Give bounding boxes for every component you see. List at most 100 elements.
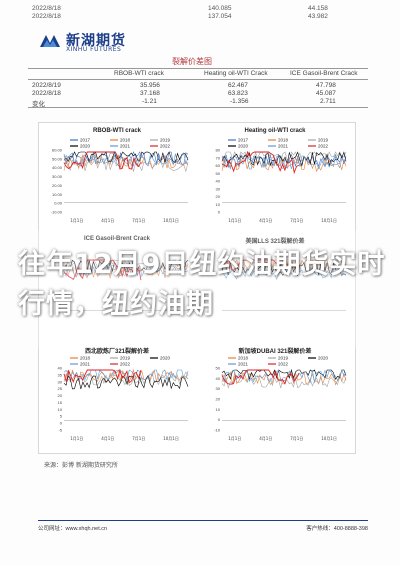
x-tick-label: 1月1日 bbox=[70, 218, 83, 223]
table-cell: 37.168 bbox=[140, 90, 160, 97]
legend-label: 2020 bbox=[238, 144, 249, 149]
legend-label: 2020 bbox=[80, 144, 91, 149]
series-line-2019 bbox=[63, 157, 189, 173]
chart-title: RBOB-WTI crack bbox=[92, 128, 141, 134]
series-line-2020 bbox=[221, 261, 347, 277]
table-header: RBOB-WTI crack Heating oil-WTI Crack ICE… bbox=[28, 70, 368, 79]
y-tick-label: 20 bbox=[216, 397, 221, 402]
legend-label: 2018 bbox=[238, 356, 249, 361]
y-tick-label: 0 bbox=[218, 210, 221, 215]
series-line-2018 bbox=[63, 264, 189, 279]
chart-canvas bbox=[63, 258, 189, 311]
y-tick-label: 0.00 bbox=[54, 201, 63, 206]
series-line-2018 bbox=[221, 259, 347, 271]
legend-label: 2020 bbox=[160, 356, 171, 361]
legend-label: 2022 bbox=[120, 362, 131, 367]
chart-title: 美国LLS 321裂解价差 bbox=[245, 239, 305, 245]
footer-website: 公司网址：www.xhqh.net.cn bbox=[38, 526, 108, 532]
x-tick-label: 10月1日 bbox=[321, 218, 337, 223]
x-tick-label: 7月1日 bbox=[132, 218, 145, 223]
y-tick-label: 5 bbox=[60, 414, 63, 419]
x-tick-label: 10月1日 bbox=[321, 436, 337, 441]
series-line-2020 bbox=[63, 375, 189, 390]
series-line-2019 bbox=[221, 151, 347, 163]
y-tick-label: -10.00 bbox=[51, 210, 63, 215]
table-cell: 137.054 bbox=[208, 13, 232, 20]
legend-label: 2021 bbox=[80, 362, 91, 367]
x-tick-label: 7月1日 bbox=[290, 218, 303, 223]
legend-label: 2019 bbox=[120, 356, 131, 361]
y-tick-label: 50 bbox=[216, 366, 221, 371]
y-tick-label: 60.00 bbox=[52, 148, 63, 153]
series-line-2022 bbox=[221, 369, 300, 385]
series-line-2018 bbox=[63, 154, 189, 170]
legend-label: 2021 bbox=[278, 144, 289, 149]
series-line-2021 bbox=[221, 368, 347, 384]
chart-us-lls-321-crack: 美国LLS 321裂解价差 bbox=[198, 234, 352, 334]
legend-label: 2018 bbox=[278, 138, 289, 143]
legend-label: 2019 bbox=[318, 138, 329, 143]
x-tick-label: 4月1日 bbox=[259, 218, 272, 223]
table-cell: -1.21 bbox=[142, 98, 157, 105]
y-tick-label: 30.00 bbox=[52, 174, 63, 179]
x-tick-label: 1月1日 bbox=[70, 436, 83, 441]
table-cell: 45.087 bbox=[316, 90, 336, 97]
y-tick-label: 0 bbox=[218, 417, 221, 422]
chart-canvas bbox=[221, 259, 347, 311]
table-row: 2022/8/18 140.085 44.158 bbox=[28, 5, 368, 13]
series-line-2022 bbox=[221, 150, 300, 175]
column-header: Heating oil-WTI Crack bbox=[204, 70, 268, 77]
series-line-2019 bbox=[63, 258, 189, 270]
y-tick-label: 50 bbox=[216, 171, 221, 176]
x-tick-label: 4月1日 bbox=[101, 436, 114, 441]
x-tick-label: 10月1日 bbox=[163, 218, 179, 223]
chart-rbob-wti-crack: RBOB-WTI crack 60.00 50.00 40.00 30.00 20.00… bbox=[40, 126, 194, 226]
series-line-2022 bbox=[63, 368, 142, 384]
y-tick-label: 10 bbox=[58, 407, 63, 412]
column-header: ICE Gasoil-Brent Crack bbox=[290, 70, 358, 77]
x-tick-label: 1月1日 bbox=[228, 218, 241, 223]
legend-label: 2017 bbox=[238, 138, 249, 143]
company-logo: 新湖期货 XINHU FUTURES bbox=[38, 29, 138, 55]
series-line-2020 bbox=[221, 368, 347, 381]
chart-title: 新加坡DUBAI 321裂解价差 bbox=[238, 349, 312, 355]
legend-label: 2022 bbox=[278, 362, 289, 367]
title-banner bbox=[0, 230, 400, 348]
y-tick-label: 80 bbox=[216, 148, 221, 153]
table-cell: 44.158 bbox=[308, 5, 328, 12]
y-tick-label: 40 bbox=[58, 366, 63, 371]
y-tick-label: -5 bbox=[58, 428, 62, 433]
x-tick-label: 4月1日 bbox=[101, 218, 114, 223]
chart-heating-oil-wti-crack: Heating oil-WTI crack 80 70 60 50 40 30 20 10 0 1… bbox=[198, 126, 352, 226]
legend-label: 2021 bbox=[120, 144, 131, 149]
series-line-2021 bbox=[63, 261, 189, 278]
y-tick-label: 30 bbox=[216, 386, 221, 391]
table-cell: 47.798 bbox=[316, 82, 336, 89]
column-header: RBOB-WTI crack bbox=[114, 70, 164, 77]
y-tick-label: 70 bbox=[216, 155, 221, 160]
y-tick-label: 15 bbox=[58, 400, 63, 405]
table-row: 2022/8/18 137.054 43.982 bbox=[28, 13, 368, 21]
series-line-2021 bbox=[63, 369, 189, 381]
chart-title: 西北欧炼厂321裂解价差 bbox=[84, 349, 149, 355]
page-footer: 公司网址：www.xhqh.net.cn 客户热线：400-8888-398 bbox=[38, 524, 368, 534]
table-cell: 63.823 bbox=[228, 90, 248, 97]
legend-label: 2020 bbox=[318, 356, 329, 361]
legend-label: 2019 bbox=[160, 138, 171, 143]
table-cell: 35.956 bbox=[140, 82, 160, 89]
legend-label: 2019 bbox=[278, 356, 289, 361]
legend-label: 2018 bbox=[120, 138, 131, 143]
x-tick-label: 1月1日 bbox=[228, 436, 241, 441]
y-tick-label: 40.00 bbox=[52, 165, 63, 170]
logo-text: 新湖期货 bbox=[66, 33, 126, 49]
legend-label: 2022 bbox=[160, 144, 171, 149]
chart-source: 来源：彭博 新湖期货研究所 bbox=[44, 462, 118, 469]
legend-label: 2021 bbox=[238, 362, 249, 367]
table-cell: 43.982 bbox=[308, 13, 328, 20]
footer-divider bbox=[38, 520, 368, 521]
legend-label: 2022 bbox=[318, 144, 329, 149]
